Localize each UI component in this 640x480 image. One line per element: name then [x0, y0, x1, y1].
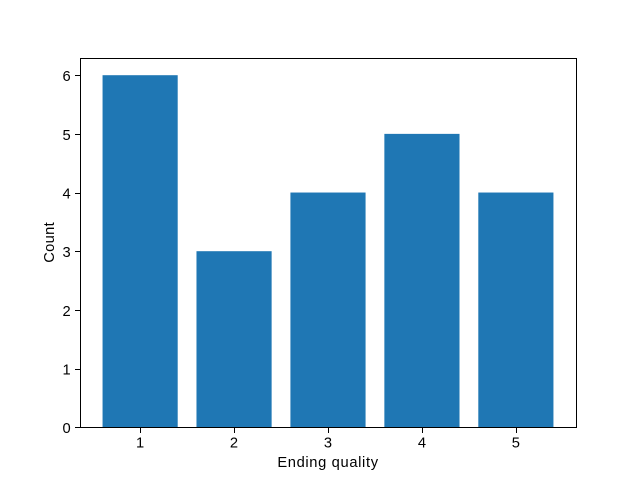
- svg-text:2: 2: [63, 304, 71, 320]
- svg-text:2: 2: [230, 435, 238, 451]
- svg-text:4: 4: [418, 435, 426, 451]
- svg-text:3: 3: [324, 435, 332, 451]
- svg-text:5: 5: [512, 435, 520, 451]
- svg-text:Count: Count: [42, 222, 58, 263]
- svg-text:1: 1: [136, 435, 144, 451]
- svg-text:Ending quality: Ending quality: [277, 455, 378, 471]
- svg-text:3: 3: [63, 245, 71, 261]
- svg-text:5: 5: [63, 128, 71, 144]
- svg-text:0: 0: [63, 421, 71, 437]
- svg-text:6: 6: [63, 69, 71, 85]
- svg-text:1: 1: [63, 363, 71, 379]
- svg-text:4: 4: [63, 187, 71, 203]
